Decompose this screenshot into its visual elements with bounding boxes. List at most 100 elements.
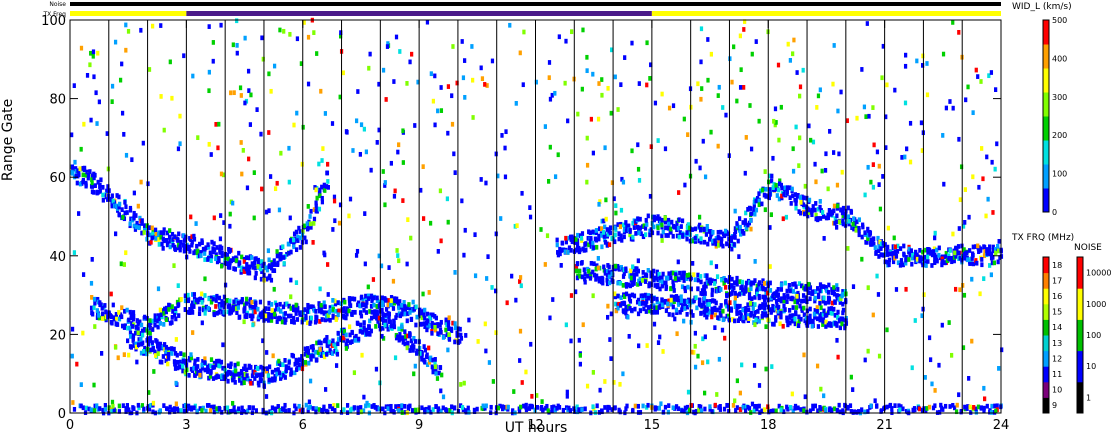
noise-point: [701, 138, 705, 144]
noise-point: [398, 49, 402, 54]
data-point: [252, 260, 257, 266]
data-point: [123, 199, 127, 205]
data-point: [436, 331, 440, 337]
data-point: [901, 262, 905, 268]
data-point: [183, 298, 188, 304]
data-point: [738, 231, 743, 237]
noise-point: [400, 324, 404, 330]
data-point: [397, 305, 401, 311]
data-point: [458, 326, 462, 332]
data-point: [573, 240, 577, 245]
data-point: [703, 312, 707, 318]
noise-point: [659, 401, 663, 407]
data-point: [367, 324, 371, 330]
noise-point: [506, 404, 510, 410]
data-point: [957, 250, 961, 256]
noise-point: [774, 120, 778, 125]
data-point: [578, 233, 583, 238]
data-point: [834, 219, 839, 225]
noise-point: [957, 136, 961, 142]
noise-point: [832, 150, 836, 155]
data-point: [645, 299, 649, 304]
data-point: [206, 366, 211, 372]
noise-point: [75, 361, 79, 367]
data-point: [389, 323, 394, 329]
noise-point: [908, 120, 913, 126]
noise-point: [212, 215, 216, 221]
data-point: [192, 233, 196, 239]
noise-point: [815, 363, 820, 369]
data-point: [693, 235, 697, 241]
data-point: [367, 403, 371, 408]
data-point: [155, 343, 160, 349]
data-point: [621, 282, 625, 288]
noise-point: [981, 176, 985, 182]
data-point: [234, 306, 239, 311]
data-point: [797, 323, 801, 329]
data-point: [261, 263, 265, 269]
data-point: [616, 293, 620, 299]
noise-point: [925, 92, 930, 98]
data-point: [968, 404, 972, 410]
data-point: [189, 237, 193, 242]
noise-point: [724, 112, 728, 118]
noise-point: [252, 215, 256, 221]
data-point: [207, 244, 211, 250]
wid-colorbar-label: WID_L (km/s): [1012, 2, 1072, 12]
data-point: [807, 290, 811, 296]
data-point: [570, 234, 574, 240]
noise-point: [261, 338, 265, 344]
data-point: [198, 241, 202, 247]
data-point: [248, 297, 253, 302]
data-point: [697, 407, 701, 413]
data-point: [677, 217, 681, 223]
data-point: [226, 309, 230, 315]
data-point: [242, 269, 246, 274]
noise-point: [547, 75, 551, 81]
data-point: [439, 329, 443, 335]
noise-point: [110, 83, 115, 89]
noise-point: [577, 337, 581, 343]
noise-point: [884, 145, 888, 150]
data-point: [742, 315, 746, 320]
data-point: [887, 257, 892, 263]
data-point: [666, 217, 671, 223]
data-point: [821, 298, 825, 304]
noise-colorbar-label: NOISE: [1074, 243, 1102, 253]
noise-point: [228, 223, 232, 229]
noise-point: [409, 235, 413, 241]
data-point: [671, 279, 675, 285]
data-point: [183, 402, 188, 408]
data-point: [136, 326, 140, 332]
noise-point: [803, 394, 807, 400]
noise-point: [90, 256, 94, 262]
data-point: [776, 187, 781, 193]
data-point: [123, 308, 127, 314]
data-point: [186, 292, 190, 298]
data-point: [330, 343, 334, 348]
data-point: [101, 192, 105, 198]
data-point: [624, 282, 628, 287]
noise-point: [439, 85, 443, 90]
data-point: [287, 241, 291, 247]
data-point: [92, 175, 96, 181]
data-point: [459, 332, 463, 338]
data-point: [500, 404, 505, 410]
noise-point: [519, 283, 523, 289]
data-point: [716, 234, 720, 240]
data-point: [375, 309, 379, 315]
noise-point: [740, 362, 744, 368]
data-point: [170, 351, 174, 356]
noise-point: [699, 96, 703, 102]
noise-point: [604, 216, 608, 222]
data-point: [162, 230, 166, 236]
noise-point: [122, 131, 126, 137]
noise-point: [714, 264, 719, 269]
noise-point: [682, 318, 686, 324]
noise-point: [397, 142, 401, 148]
data-point: [268, 274, 272, 279]
data-point: [176, 408, 180, 413]
data-point: [103, 303, 107, 308]
data-point: [242, 259, 246, 264]
data-point: [411, 347, 415, 353]
